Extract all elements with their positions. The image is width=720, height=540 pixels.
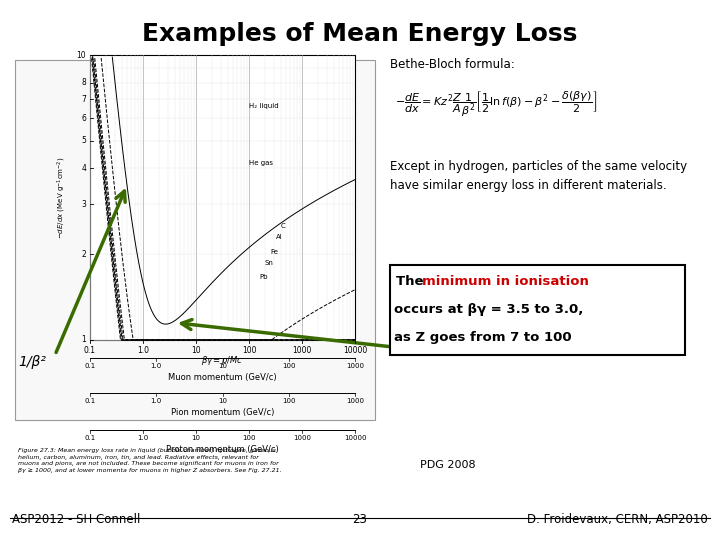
Text: Pb: Pb bbox=[260, 274, 268, 280]
Text: Muon momentum (GeV/c): Muon momentum (GeV/c) bbox=[168, 373, 276, 382]
Text: 6: 6 bbox=[81, 114, 86, 123]
Text: Bethe-Bloch formula:: Bethe-Bloch formula: bbox=[390, 58, 515, 71]
Text: The: The bbox=[396, 275, 428, 288]
Text: 10000: 10000 bbox=[343, 435, 366, 441]
Text: 0.1: 0.1 bbox=[84, 363, 96, 369]
Text: Figure 27.3: Mean energy loss rate in liquid (bubble chamber) hydrogen, gaseous
: Figure 27.3: Mean energy loss rate in li… bbox=[18, 448, 282, 473]
Text: minimum in ionisation: minimum in ionisation bbox=[422, 275, 589, 288]
Text: Except in hydrogen, particles of the same velocity
have similar energy loss in d: Except in hydrogen, particles of the sam… bbox=[390, 160, 687, 192]
Text: 1.0: 1.0 bbox=[137, 346, 149, 355]
Text: 8: 8 bbox=[81, 78, 86, 87]
Text: He gas: He gas bbox=[249, 160, 273, 166]
Text: $\beta\gamma = p/Mc$: $\beta\gamma = p/Mc$ bbox=[202, 354, 244, 367]
Text: $-\dfrac{dE}{dx} = Kz^2\dfrac{Z}{A}\dfrac{1}{\beta^2}\left[\dfrac{1}{2}\ln f(\be: $-\dfrac{dE}{dx} = Kz^2\dfrac{Z}{A}\dfra… bbox=[395, 90, 598, 119]
Text: 0.1: 0.1 bbox=[84, 398, 96, 404]
Text: 1000: 1000 bbox=[292, 346, 312, 355]
Text: 100: 100 bbox=[242, 435, 256, 441]
Text: 5: 5 bbox=[81, 136, 86, 145]
Text: Proton momentum (GeV/c): Proton momentum (GeV/c) bbox=[166, 445, 279, 454]
Text: occurs at βγ = 3.5 to 3.0,: occurs at βγ = 3.5 to 3.0, bbox=[394, 303, 583, 316]
Text: 1.0: 1.0 bbox=[138, 435, 148, 441]
Text: $-dE/dx\ \mathrm{(MeV\ g^{-1}cm^{-2})}$: $-dE/dx\ \mathrm{(MeV\ g^{-1}cm^{-2})}$ bbox=[56, 156, 68, 239]
Text: C: C bbox=[281, 223, 286, 229]
Bar bbox=[15, 60, 375, 420]
Text: Examples of Mean Energy Loss: Examples of Mean Energy Loss bbox=[143, 22, 577, 46]
Text: 100: 100 bbox=[282, 363, 295, 369]
Text: 100: 100 bbox=[282, 398, 295, 404]
Text: Sn: Sn bbox=[265, 260, 274, 266]
Text: PDG 2008: PDG 2008 bbox=[420, 460, 476, 470]
Text: 0.1: 0.1 bbox=[84, 435, 96, 441]
Bar bbox=[390, 265, 685, 355]
Bar bbox=[90, 55, 355, 340]
Text: 1.0: 1.0 bbox=[150, 398, 162, 404]
Text: 7: 7 bbox=[81, 94, 86, 104]
Text: 1/β²: 1/β² bbox=[18, 355, 46, 369]
Text: 2: 2 bbox=[81, 249, 86, 259]
Text: 10: 10 bbox=[192, 435, 200, 441]
Text: 10000: 10000 bbox=[343, 346, 367, 355]
Text: Fe: Fe bbox=[270, 248, 278, 255]
Text: 10: 10 bbox=[192, 346, 201, 355]
Text: 1000: 1000 bbox=[346, 363, 364, 369]
Text: 4: 4 bbox=[81, 164, 86, 173]
Text: 10: 10 bbox=[76, 51, 86, 59]
Text: 10: 10 bbox=[218, 363, 227, 369]
Text: 100: 100 bbox=[242, 346, 256, 355]
Text: 3: 3 bbox=[81, 199, 86, 208]
Text: 1000: 1000 bbox=[293, 435, 311, 441]
Text: 10: 10 bbox=[218, 398, 227, 404]
Text: 0.1: 0.1 bbox=[84, 346, 96, 355]
Text: as Z goes from 7 to 100: as Z goes from 7 to 100 bbox=[394, 331, 572, 344]
Text: Al: Al bbox=[276, 234, 282, 240]
Text: 23: 23 bbox=[353, 513, 367, 526]
Text: Pion momentum (GeV/c): Pion momentum (GeV/c) bbox=[171, 408, 274, 417]
Text: D. Froidevaux, CERN, ASP2010: D. Froidevaux, CERN, ASP2010 bbox=[527, 513, 708, 526]
Text: ASP2012 - SH Connell: ASP2012 - SH Connell bbox=[12, 513, 140, 526]
Text: 1: 1 bbox=[81, 335, 86, 345]
Text: 1.0: 1.0 bbox=[150, 363, 162, 369]
Text: H₂ liquid: H₂ liquid bbox=[249, 103, 279, 109]
Text: 1000: 1000 bbox=[346, 398, 364, 404]
